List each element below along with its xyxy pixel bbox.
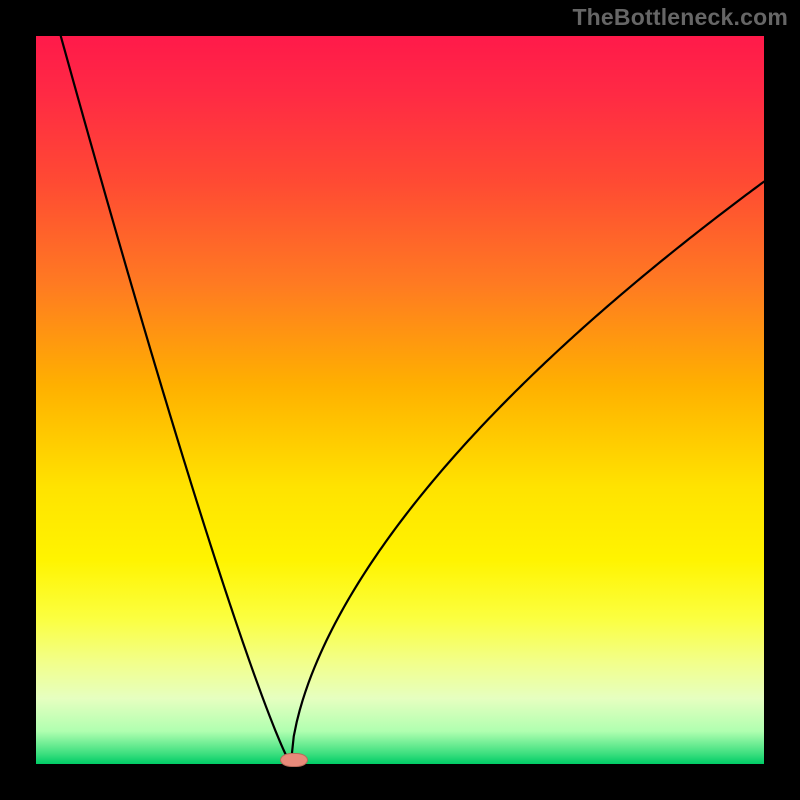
bottleneck-curve	[0, 0, 800, 800]
chart-wrapper: TheBottleneck.com	[0, 0, 800, 800]
watermark-text: TheBottleneck.com	[572, 4, 788, 31]
